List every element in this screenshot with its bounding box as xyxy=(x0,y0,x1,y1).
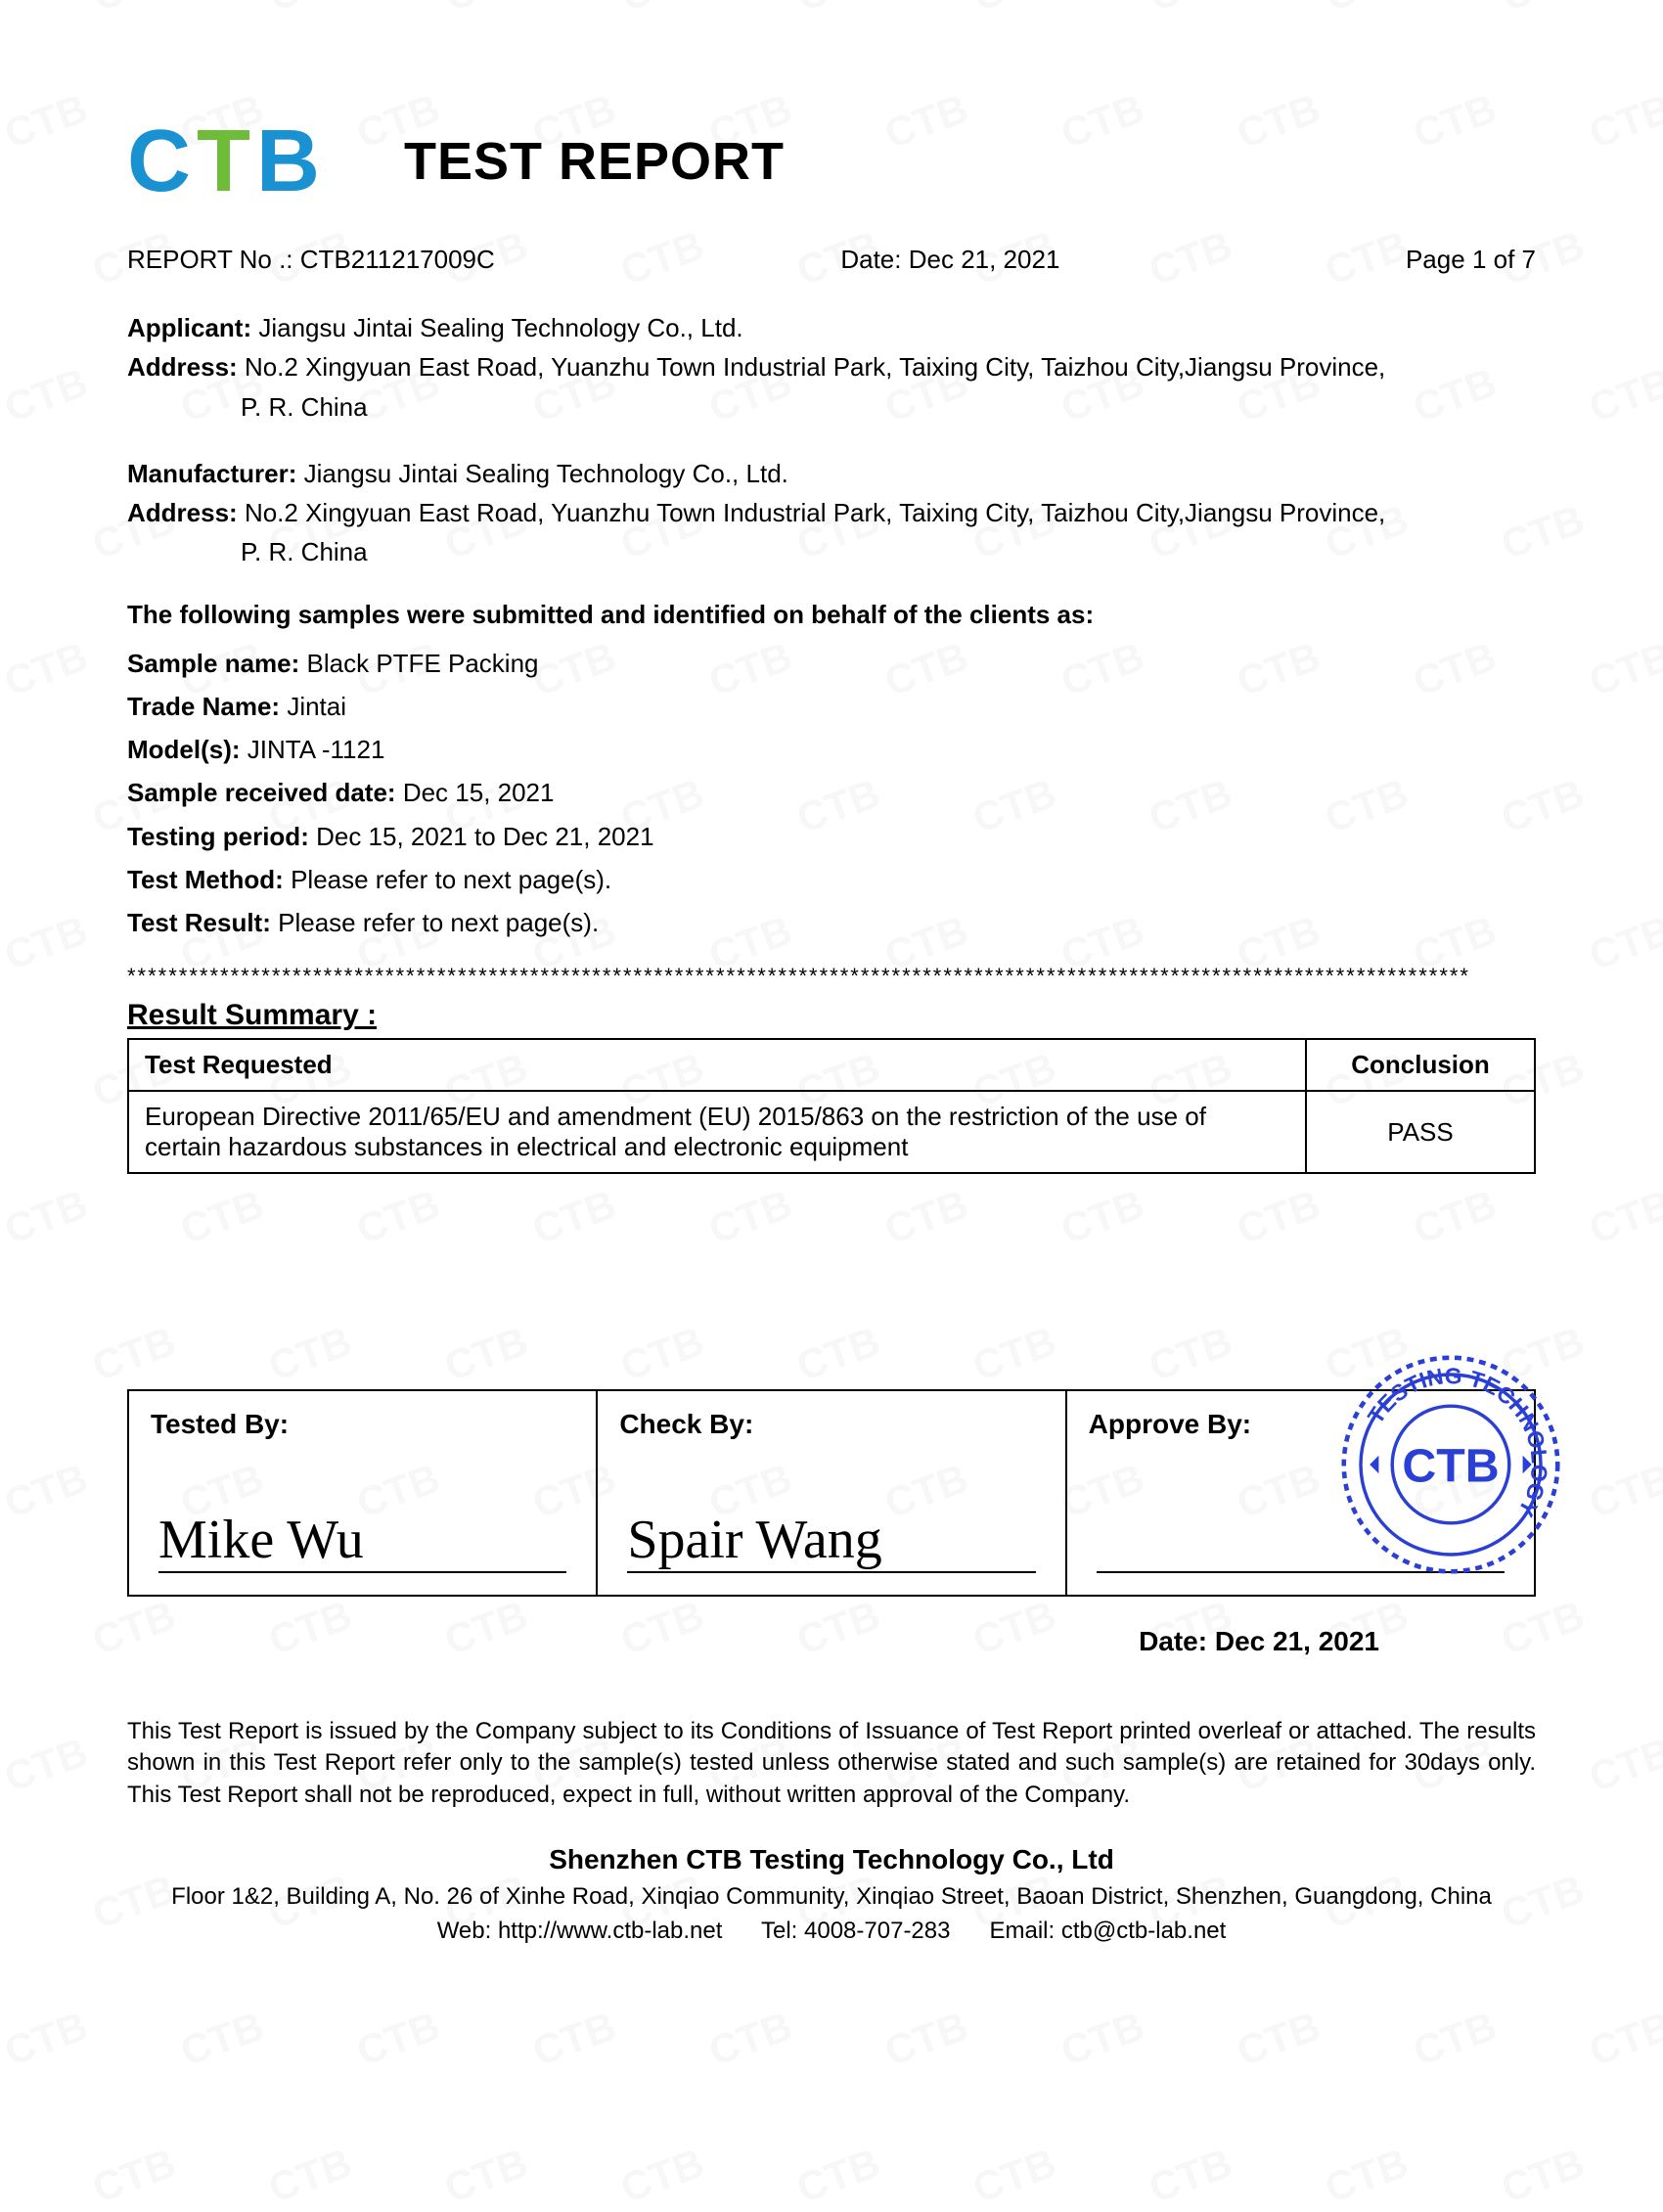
col-conclusion: Conclusion xyxy=(1306,1039,1535,1091)
applicant-block: Applicant: Jiangsu Jintai Sealing Techno… xyxy=(127,308,1536,427)
ctb-stamp: TESTING TECHNOLOGY CTB xyxy=(1338,1352,1563,1577)
table-header-row: Test Requested Conclusion xyxy=(128,1039,1535,1091)
signature-area: Tested By: Mike Wu Check By: Spair Wang … xyxy=(127,1389,1536,1657)
svg-text:CTB: CTB xyxy=(1402,1439,1499,1492)
meta-row: REPORT No .: CTB211217009C Date: Dec 21,… xyxy=(127,245,1536,275)
report-date: Date: Dec 21, 2021 xyxy=(840,245,1059,275)
approve-date: Date: Dec 21, 2021 xyxy=(127,1626,1536,1657)
separator-line: ****************************************… xyxy=(127,964,1536,989)
cell-test-requested: European Directive 2011/65/EU and amendm… xyxy=(128,1091,1306,1173)
footer: Shenzhen CTB Testing Technology Co., Ltd… xyxy=(127,1840,1536,1948)
footer-contact: Web: http://www.ctb-lab.net Tel: 4008-70… xyxy=(127,1915,1536,1949)
samples-intro: The following samples were submitted and… xyxy=(127,600,1536,630)
logo-c: C xyxy=(127,113,197,210)
table-row: European Directive 2011/65/EU and amendm… xyxy=(128,1091,1535,1173)
ctb-logo: CTB xyxy=(127,117,326,205)
check-by-cell: Check By: Spair Wang xyxy=(597,1390,1065,1596)
report-no: REPORT No .: CTB211217009C xyxy=(127,245,495,275)
logo-b: B xyxy=(256,113,326,210)
col-test-requested: Test Requested xyxy=(128,1039,1306,1091)
manufacturer-block: Manufacturer: Jiangsu Jintai Sealing Tec… xyxy=(127,454,1536,572)
tested-signature: Mike Wu xyxy=(158,1512,566,1573)
signature-table: Tested By: Mike Wu Check By: Spair Wang … xyxy=(127,1389,1536,1597)
disclaimer-text: This Test Report is issued by the Compan… xyxy=(127,1716,1536,1811)
summary-table: Test Requested Conclusion European Direc… xyxy=(127,1038,1536,1174)
cell-conclusion: PASS xyxy=(1306,1091,1535,1173)
logo-t: T xyxy=(197,113,256,210)
footer-address: Floor 1&2, Building A, No. 26 of Xinhe R… xyxy=(127,1880,1536,1915)
footer-company: Shenzhen CTB Testing Technology Co., Ltd xyxy=(127,1840,1536,1880)
page-container: CTB TEST REPORT REPORT No .: CTB21121700… xyxy=(0,0,1663,2152)
check-signature: Spair Wang xyxy=(627,1512,1035,1573)
approve-by-cell: Approve By: xyxy=(1066,1390,1535,1596)
page-number: Page 1 of 7 xyxy=(1406,245,1536,275)
sample-details: Sample name: Black PTFE Packing Trade Na… xyxy=(127,642,1536,944)
result-summary-heading: Result Summary : xyxy=(127,999,1536,1032)
header-row: CTB TEST REPORT xyxy=(127,117,1536,205)
tested-by-cell: Tested By: Mike Wu xyxy=(128,1390,597,1596)
report-title: TEST REPORT xyxy=(404,131,785,192)
